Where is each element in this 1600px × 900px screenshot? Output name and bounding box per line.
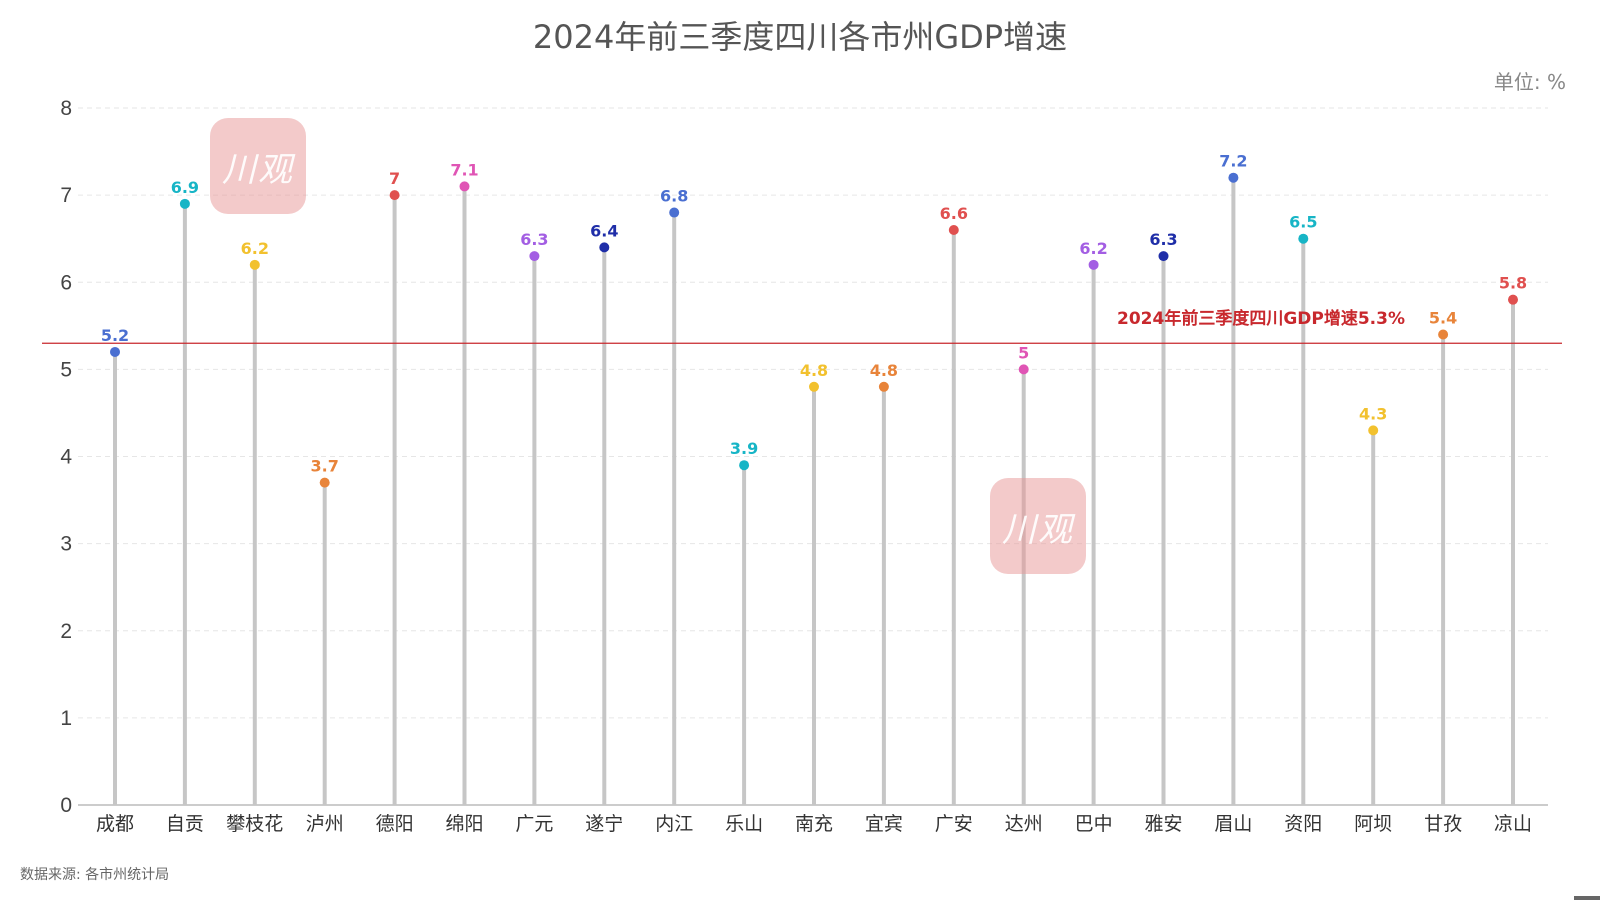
data-point [1508, 294, 1518, 305]
x-tick-label: 乐山 [725, 813, 763, 835]
x-tick-label: 自贡 [166, 813, 204, 835]
data-label: 6.3 [1149, 230, 1177, 249]
y-tick-label: 1 [60, 707, 72, 730]
x-tick-label: 宜宾 [865, 813, 903, 835]
x-tick-label: 泸州 [306, 813, 344, 835]
y-tick-label: 8 [60, 97, 72, 120]
data-point [1158, 251, 1169, 262]
data-point [1018, 364, 1029, 375]
data-point [1298, 233, 1309, 244]
data-source: 数据来源: 各市州统计局 [20, 867, 170, 883]
x-tick-label: 资阳 [1284, 813, 1322, 835]
data-point [599, 242, 610, 253]
x-tick-label: 巴中 [1075, 813, 1113, 835]
data-point [389, 190, 400, 201]
data-label: 6.4 [590, 221, 618, 240]
data-point [529, 251, 540, 262]
y-tick-label: 7 [60, 184, 72, 207]
data-point [249, 259, 260, 270]
data-label: 6.2 [1079, 239, 1107, 258]
data-point [1438, 329, 1449, 340]
value-labels: 5.2 6.9 6.2 3.7 7 7.1 6.3 6.4 6.8 3.9 4.8 4.8 6.6 5 6.… [101, 152, 1527, 476]
x-tick-label: 内江 [655, 813, 693, 835]
data-label: 5.8 [1499, 274, 1527, 293]
chart-title: 2024年前三季度四川各市州GDP增速 [532, 18, 1068, 56]
data-label: 6.3 [520, 230, 548, 249]
data-point [669, 207, 680, 218]
reference-line-group: 2024年前三季度四川GDP增速5.3% [42, 308, 1562, 344]
y-tick-label: 2 [60, 620, 72, 643]
data-label: 6.5 [1289, 213, 1317, 232]
x-tick-label: 甘孜 [1424, 813, 1462, 835]
x-tick-label: 成都 [96, 813, 134, 835]
x-tick-label: 南充 [795, 813, 833, 835]
data-point [948, 224, 959, 235]
data-label: 5 [1018, 343, 1029, 362]
x-tick-label: 凉山 [1494, 813, 1532, 835]
data-label: 4.3 [1359, 404, 1387, 423]
data-point [809, 381, 819, 392]
x-tick-label: 达州 [1005, 813, 1043, 835]
data-point [110, 346, 120, 357]
data-point [1088, 259, 1099, 270]
unit-label: 单位: % [1493, 70, 1566, 94]
x-tick-label: 德阳 [376, 813, 414, 835]
watermark-text: 川观 [1002, 509, 1074, 550]
data-point [179, 198, 190, 209]
y-tick-label: 3 [60, 533, 72, 556]
data-label: 4.8 [870, 361, 898, 380]
watermark-logo: 川观 [990, 478, 1086, 574]
data-point [319, 477, 330, 488]
watermark-logo: 川观 [210, 118, 306, 214]
data-label: 6.6 [940, 204, 968, 223]
x-tick-label: 遂宁 [585, 813, 623, 835]
data-label: 6.8 [660, 187, 688, 206]
data-label: 5.2 [101, 326, 129, 345]
y-tick-label: 4 [60, 446, 72, 469]
corner-mark [1574, 896, 1600, 900]
y-tick-label: 5 [60, 358, 72, 381]
data-label: 5.4 [1429, 309, 1457, 328]
data-label: 6.2 [241, 239, 269, 258]
data-point [739, 460, 750, 471]
data-point [1368, 425, 1379, 436]
x-tick-label: 眉山 [1214, 813, 1252, 835]
data-label: 6.9 [171, 178, 199, 197]
watermark-text: 川观 [222, 149, 294, 190]
reference-line-label: 2024年前三季度四川GDP增速5.3% [1117, 308, 1405, 329]
x-tick-label: 阿坝 [1354, 813, 1392, 835]
data-label: 7.2 [1219, 152, 1247, 171]
y-tick-label: 6 [60, 271, 72, 294]
data-label: 7 [389, 169, 400, 188]
data-label: 4.8 [800, 361, 828, 380]
data-label: 3.9 [730, 439, 758, 458]
data-label: 7.1 [450, 160, 478, 179]
stems [113, 177, 1515, 805]
x-tick-label: 雅安 [1144, 813, 1182, 835]
points [110, 172, 1518, 488]
x-tick-label: 攀枝花 [226, 813, 283, 835]
data-point [459, 181, 470, 192]
data-label: 3.7 [311, 457, 339, 476]
data-point [1228, 172, 1239, 183]
x-tick-label: 广安 [935, 813, 973, 835]
x-tick-label: 广元 [515, 813, 553, 835]
y-tick-label: 0 [60, 794, 72, 817]
data-point [878, 381, 889, 392]
x-tick-label: 绵阳 [445, 813, 483, 835]
